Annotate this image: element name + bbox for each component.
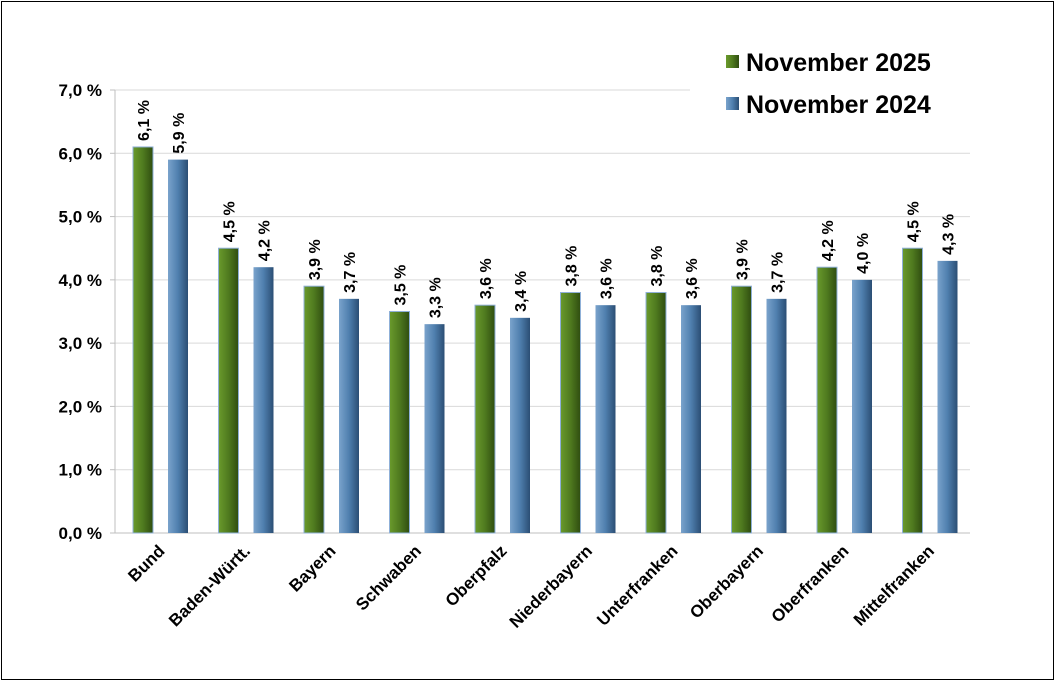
- legend-label: November 2024: [746, 91, 931, 119]
- data-label: 6,1 %: [136, 100, 153, 141]
- legend-swatch: [726, 97, 739, 110]
- x-tick-label: Mittelfranken: [850, 541, 938, 629]
- data-label: 3,7 %: [770, 252, 787, 293]
- data-label: 3,8 %: [564, 246, 581, 287]
- data-label: 3,6 %: [478, 258, 495, 299]
- bar-2024: [766, 298, 787, 533]
- x-tick-label: Bund: [124, 541, 168, 585]
- bar-2025: [560, 292, 581, 534]
- x-tick-label: Bayern: [285, 541, 339, 595]
- data-label: 3,7 %: [342, 252, 359, 293]
- x-tick-label: Schwaben: [352, 541, 425, 614]
- data-label: 4,2 %: [820, 220, 837, 261]
- x-tick-label: Unterfranken: [593, 541, 681, 629]
- bar-2024: [595, 305, 616, 533]
- bar-2024: [937, 260, 958, 533]
- bar-2025: [474, 304, 496, 534]
- y-tick-label: 0,0 %: [59, 524, 102, 543]
- bar-2025: [816, 266, 838, 534]
- data-label: 3,4 %: [513, 271, 530, 312]
- data-label: 3,6 %: [684, 258, 701, 299]
- legend-box: [690, 40, 980, 128]
- data-label: 4,2 %: [257, 220, 274, 261]
- bar-2024: [681, 305, 701, 533]
- y-tick-label: 7,0 %: [59, 81, 102, 100]
- data-label: 3,5 %: [393, 265, 410, 306]
- y-tick-label: 5,0 %: [59, 208, 102, 227]
- data-label: 3,6 %: [599, 258, 616, 299]
- data-label: 3,8 %: [649, 246, 666, 287]
- bar-2025: [218, 247, 239, 534]
- bar-2024: [168, 159, 188, 533]
- y-tick-label: 6,0 %: [59, 144, 102, 163]
- bar-2024: [852, 279, 872, 533]
- x-tick-label: Baden-Württ.: [165, 541, 254, 630]
- bar-2025: [731, 285, 752, 534]
- data-label: 4,3 %: [941, 214, 958, 255]
- bar-2024: [253, 267, 274, 533]
- data-label: 3,9 %: [735, 239, 752, 280]
- bar-2025: [389, 311, 410, 534]
- bar-2024: [339, 298, 359, 533]
- bar-2024: [424, 324, 445, 533]
- bar-2025: [645, 292, 667, 534]
- data-label: 4,5 %: [222, 201, 239, 242]
- legend-swatch: [726, 55, 739, 68]
- data-label: 4,5 %: [906, 201, 923, 242]
- bar-2024: [510, 317, 530, 533]
- y-tick-label: 3,0 %: [59, 334, 102, 353]
- y-tick-label: 2,0 %: [59, 397, 102, 416]
- data-label: 3,3 %: [428, 277, 445, 318]
- x-tick-label: Oberpfalz: [442, 541, 511, 610]
- x-tick-label: Niederbayern: [506, 541, 596, 631]
- bar-2025: [132, 146, 154, 534]
- y-tick-label: 1,0 %: [59, 461, 102, 480]
- data-label: 3,9 %: [307, 239, 324, 280]
- x-tick-label: Oberbayern: [686, 541, 767, 622]
- y-tick-label: 4,0 %: [59, 271, 102, 290]
- data-label: 5,9 %: [171, 113, 188, 154]
- x-tick-label: Oberfranken: [768, 541, 853, 626]
- legend-label: November 2025: [746, 49, 931, 77]
- data-label: 4,0 %: [855, 233, 872, 274]
- bar-2025: [303, 285, 325, 534]
- bar-2025: [902, 247, 923, 534]
